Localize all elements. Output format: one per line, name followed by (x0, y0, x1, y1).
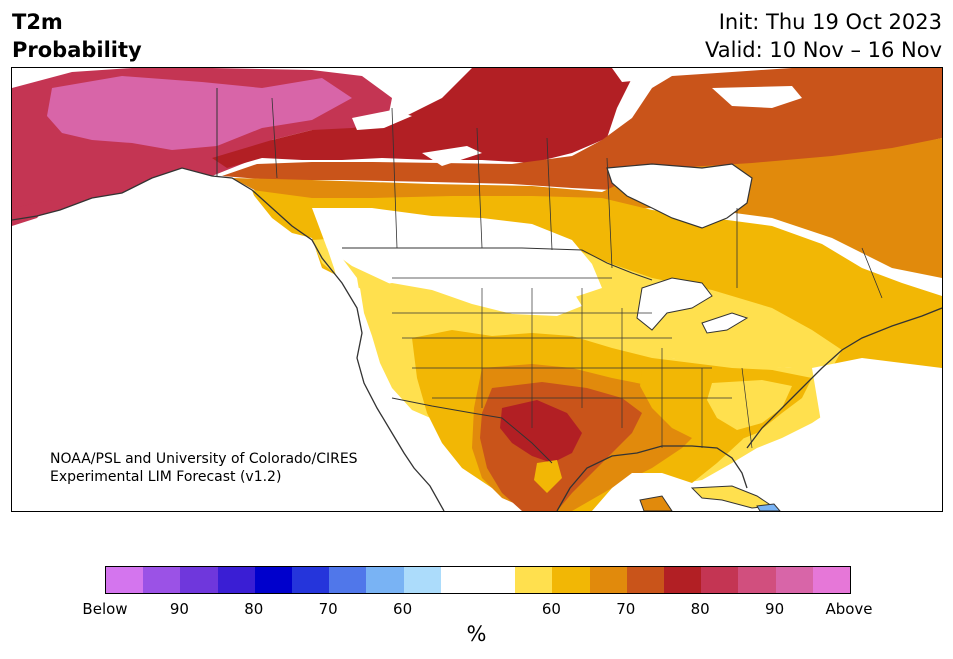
colorbar-tick-label: 90 (169, 600, 189, 618)
credit-text: NOAA/PSL and University of Colorado/CIRE… (50, 450, 358, 486)
colorbar-segment (440, 567, 479, 593)
colorbar-segment (329, 567, 367, 593)
colorbar-segment (106, 567, 144, 593)
coastline-atlantic (746, 307, 942, 449)
region-neutral-plains (422, 274, 582, 316)
arctic-ice-4 (612, 68, 652, 82)
colorbar-segment (738, 567, 776, 593)
colorbar-tick-label: 60 (541, 600, 561, 618)
colorbar-segment (589, 567, 627, 593)
colorbar-tick-label: 70 (318, 600, 338, 618)
colorbar-tick-label: 90 (765, 600, 785, 618)
colorbar-tick-label: Below (82, 600, 128, 618)
colorbar-tick-label: 80 (690, 600, 710, 618)
colorbar-segment (180, 567, 218, 593)
credit-line-1: NOAA/PSL and University of Colorado/CIRE… (50, 451, 358, 467)
variable-title: T2m (12, 10, 63, 34)
colorbar-tick-label: 60 (393, 600, 413, 618)
great-lakes-water (636, 277, 713, 331)
colorbar-segment (254, 567, 293, 593)
map-canvas (12, 68, 942, 511)
colorbar-segment (515, 567, 553, 593)
hudson-bay-water (606, 163, 753, 229)
arctic-ice-1 (352, 110, 412, 130)
colorbar-segment (403, 567, 441, 593)
colorbar-tick-label: 80 (244, 600, 264, 618)
valid-range: Valid: 10 Nov – 16 Nov (705, 38, 942, 62)
yucatan-orange (639, 495, 673, 511)
colorbar-ticks: Below 90 80 70 60 60 70 80 90 Above (82, 600, 872, 620)
pacific-water (12, 186, 442, 511)
colorbar-segment (775, 567, 813, 593)
hispaniola-blue (756, 503, 781, 511)
date-block: Init: Thu 19 Oct 2023 Valid: 10 Nov – 16… (705, 8, 942, 64)
atlantic-water (772, 358, 942, 511)
colorbar-segment (812, 567, 851, 593)
colorbar-tick-label: 70 (616, 600, 636, 618)
title-block: T2m Probability (12, 8, 142, 64)
colorbar-segment (366, 567, 404, 593)
border-us-mexico (391, 397, 553, 464)
region-mexico-gold (534, 460, 562, 493)
region-alaska-core (47, 76, 352, 150)
colorbar-segment (143, 567, 181, 593)
forecast-map: NOAA/PSL and University of Colorado/CIRE… (11, 67, 943, 512)
colorbar-segment (552, 567, 590, 593)
lake-erie-water (701, 312, 749, 334)
region-canada-north-red (212, 68, 632, 168)
arctic-ice-2 (422, 146, 482, 166)
arctic-ice-3 (712, 86, 802, 108)
region-neutral-coast (322, 233, 422, 483)
region-southeast-yellow (707, 380, 792, 430)
gulf-water (592, 473, 732, 511)
colorbar-segment (292, 567, 330, 593)
border-states (392, 277, 753, 449)
colorbar-segment (701, 567, 739, 593)
colorbar-segment (478, 567, 516, 593)
region-alaska-tail (12, 200, 52, 226)
product-title: Probability (12, 38, 142, 62)
credit-line-2: Experimental LIM Forecast (v1.2) (50, 469, 282, 485)
border-us-canada (342, 247, 653, 281)
border-provinces (271, 97, 883, 299)
colorbar-unit: % (466, 622, 487, 646)
colorbar-segment (626, 567, 665, 593)
colorbar-segment (217, 567, 255, 593)
coastline-pacific (12, 167, 445, 511)
init-date: Init: Thu 19 Oct 2023 (718, 10, 942, 34)
probability-colorbar (105, 566, 851, 594)
region-texas-red (500, 400, 582, 463)
colorbar-segment (664, 567, 702, 593)
colorbar-tick-label: Above (825, 600, 873, 618)
region-neutral-northwest (312, 208, 602, 300)
